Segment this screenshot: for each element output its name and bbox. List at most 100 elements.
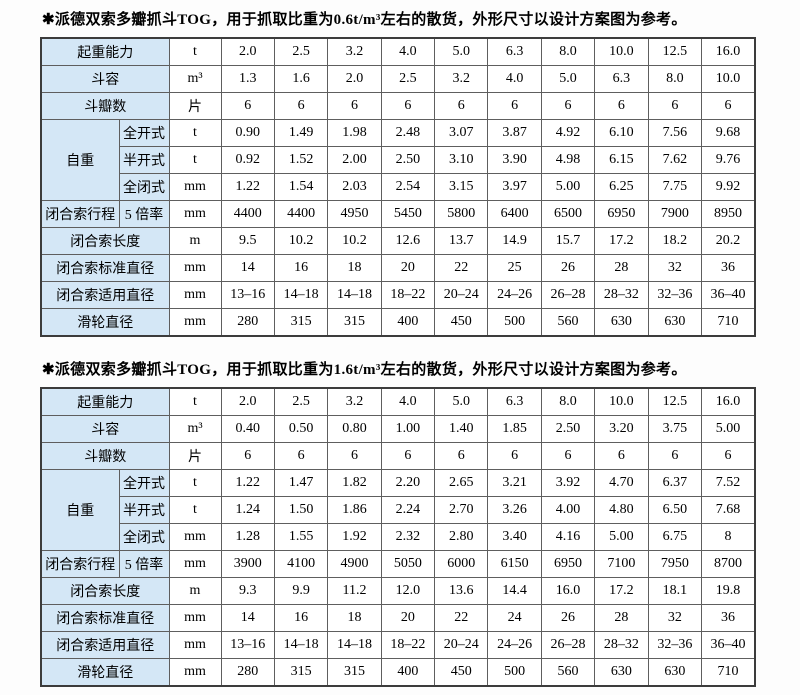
value-cell: 2.32 [380, 523, 436, 551]
value-cell: 2.54 [380, 173, 436, 201]
row-label: 闭合索长度 [40, 227, 170, 255]
value-cell: 315 [327, 308, 382, 337]
value-cell: 5800 [434, 200, 489, 228]
value-cell: 12.6 [380, 227, 436, 255]
value-cell: 710 [701, 658, 756, 687]
value-cell: 1.86 [327, 496, 382, 524]
row-label: 斗容 [40, 65, 170, 93]
value-cell: 500 [487, 658, 542, 687]
value-cell: 1.52 [273, 146, 329, 174]
value-cell: 9.3 [220, 577, 275, 605]
value-cell: 20 [380, 254, 436, 282]
row-sublabel: 5 倍率 [118, 550, 170, 578]
unit-cell: t [168, 119, 222, 147]
table-row: 斗容 m³ 0.40 0.50 0.80 1.00 1.40 1.85 2.50 3.20 3.75… [40, 415, 756, 443]
value-cell: 20.2 [701, 227, 756, 255]
value-cell: 4.80 [594, 496, 649, 524]
table-row: 半开式 t 0.92 1.52 2.00 2.50 3.10 3.90 4.98 6.15 7.62… [41, 146, 756, 174]
value-cell: 16.0 [540, 577, 596, 605]
section-high-density: ✱派德双索多瓣抓斗TOG，用于抓取比重为1.6t/m³左右的散货，外形尺寸以设计… [40, 358, 800, 687]
table-row: 闭合索长度 m 9.3 9.9 11.2 12.0 13.6 14.4 16.0 17.2 18.1… [40, 577, 756, 605]
value-cell: 6.25 [594, 173, 649, 201]
value-cell: 7.56 [647, 119, 703, 147]
value-cell: 2.50 [380, 146, 436, 174]
value-cell: 36 [701, 254, 756, 282]
unit-cell: mm [168, 173, 222, 201]
value-cell: 14–18 [273, 631, 329, 659]
value-cell: 2.0 [220, 37, 275, 66]
value-cell: 8700 [701, 550, 756, 578]
row-sublabel: 全开式 [118, 469, 170, 497]
row-sublabel: 全开式 [118, 119, 170, 147]
value-cell: 4.70 [594, 469, 649, 497]
value-cell: 630 [647, 308, 703, 337]
unit-cell: t [168, 387, 222, 416]
value-cell: 6 [434, 92, 489, 120]
value-cell: 6 [273, 442, 329, 470]
row-sublabel: 半开式 [118, 146, 170, 174]
value-cell: 16.0 [701, 37, 756, 66]
value-cell: 3.97 [487, 173, 542, 201]
value-cell: 2.24 [380, 496, 436, 524]
value-cell: 32 [647, 604, 703, 632]
value-cell: 7.68 [701, 496, 756, 524]
value-cell: 6 [434, 442, 489, 470]
value-cell: 6 [594, 442, 649, 470]
value-cell: 24 [487, 604, 542, 632]
value-cell: 10.0 [701, 65, 756, 93]
value-cell: 14 [220, 254, 275, 282]
value-cell: 20 [380, 604, 436, 632]
value-cell: 0.92 [220, 146, 275, 174]
value-cell: 2.0 [220, 387, 275, 416]
value-cell: 36 [701, 604, 756, 632]
value-cell: 10.0 [594, 387, 649, 416]
spec-table-low-density: 起重能力 t 2.0 2.5 3.2 4.0 5.0 6.3 8.0 10.0 12.5 16.0 斗… [40, 37, 756, 337]
value-cell: 1.92 [327, 523, 382, 551]
value-cell: 17.2 [594, 577, 649, 605]
value-cell: 0.50 [273, 415, 329, 443]
value-cell: 19.8 [701, 577, 756, 605]
value-cell: 6.50 [647, 496, 703, 524]
value-cell: 24–26 [487, 281, 542, 309]
value-cell: 3.40 [487, 523, 542, 551]
value-cell: 18–22 [380, 631, 436, 659]
unit-cell: t [168, 496, 222, 524]
value-cell: 630 [647, 658, 703, 687]
value-cell: 20–24 [434, 631, 489, 659]
value-cell: 4.00 [540, 496, 596, 524]
value-cell: 10.0 [594, 37, 649, 66]
value-cell: 4.0 [380, 387, 436, 416]
value-cell: 8950 [701, 200, 756, 228]
unit-cell: m [168, 227, 222, 255]
value-cell: 3.10 [434, 146, 489, 174]
value-cell: 26 [540, 604, 596, 632]
value-cell: 3.75 [647, 415, 703, 443]
row-sublabel: 半开式 [118, 496, 170, 524]
section-title: ✱派德双索多瓣抓斗TOG，用于抓取比重为0.6t/m³左右的散货，外形尺寸以设计… [42, 12, 687, 28]
value-cell: 6.10 [594, 119, 649, 147]
value-cell: 7950 [647, 550, 703, 578]
unit-cell: mm [168, 604, 222, 632]
value-cell: 3.21 [487, 469, 542, 497]
value-cell: 2.03 [327, 173, 382, 201]
table-row: 闭合索适用直径 mm 13–16 14–18 14–18 18–22 20–24 24–26 2… [40, 281, 756, 309]
value-cell: 3.90 [487, 146, 542, 174]
row-label: 闭合索行程 [40, 200, 120, 228]
value-cell: 7.62 [647, 146, 703, 174]
value-cell: 18 [327, 254, 382, 282]
unit-cell: 片 [168, 442, 222, 470]
value-cell: 4.98 [540, 146, 596, 174]
value-cell: 6 [273, 92, 329, 120]
value-cell: 32 [647, 254, 703, 282]
value-cell: 6 [327, 92, 382, 120]
value-cell: 315 [273, 658, 329, 687]
value-cell: 2.65 [434, 469, 489, 497]
value-cell: 3.20 [594, 415, 649, 443]
value-cell: 7100 [594, 550, 649, 578]
unit-cell: t [168, 37, 222, 66]
value-cell: 710 [701, 308, 756, 337]
value-cell: 3.15 [434, 173, 489, 201]
value-cell: 4900 [327, 550, 382, 578]
value-cell: 8.0 [540, 37, 596, 66]
table-row: 闭合索行程 5 倍率 mm 4400 4400 4950 5450 5800 6400 6500 6… [40, 200, 756, 228]
